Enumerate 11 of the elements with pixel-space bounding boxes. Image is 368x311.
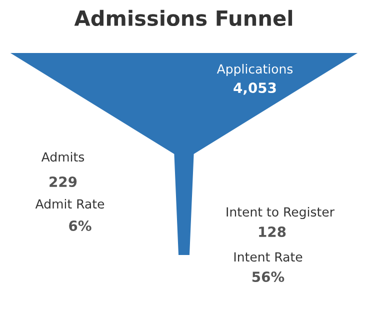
text: 56%	[252, 272, 284, 282]
text: Admissions Funnel	[74, 10, 292, 26]
data-label: 229	[50, 176, 77, 188]
data-label: 128	[259, 226, 286, 238]
text: Admit Rate	[35, 198, 104, 209]
category-label: Intent to Register	[226, 206, 334, 220]
text: Intent Rate	[234, 252, 302, 262]
text: 6%	[69, 220, 92, 232]
category-label: Admits	[41, 152, 84, 162]
category-label: Applications	[216, 64, 293, 76]
data-label: 4,053	[234, 82, 276, 95]
